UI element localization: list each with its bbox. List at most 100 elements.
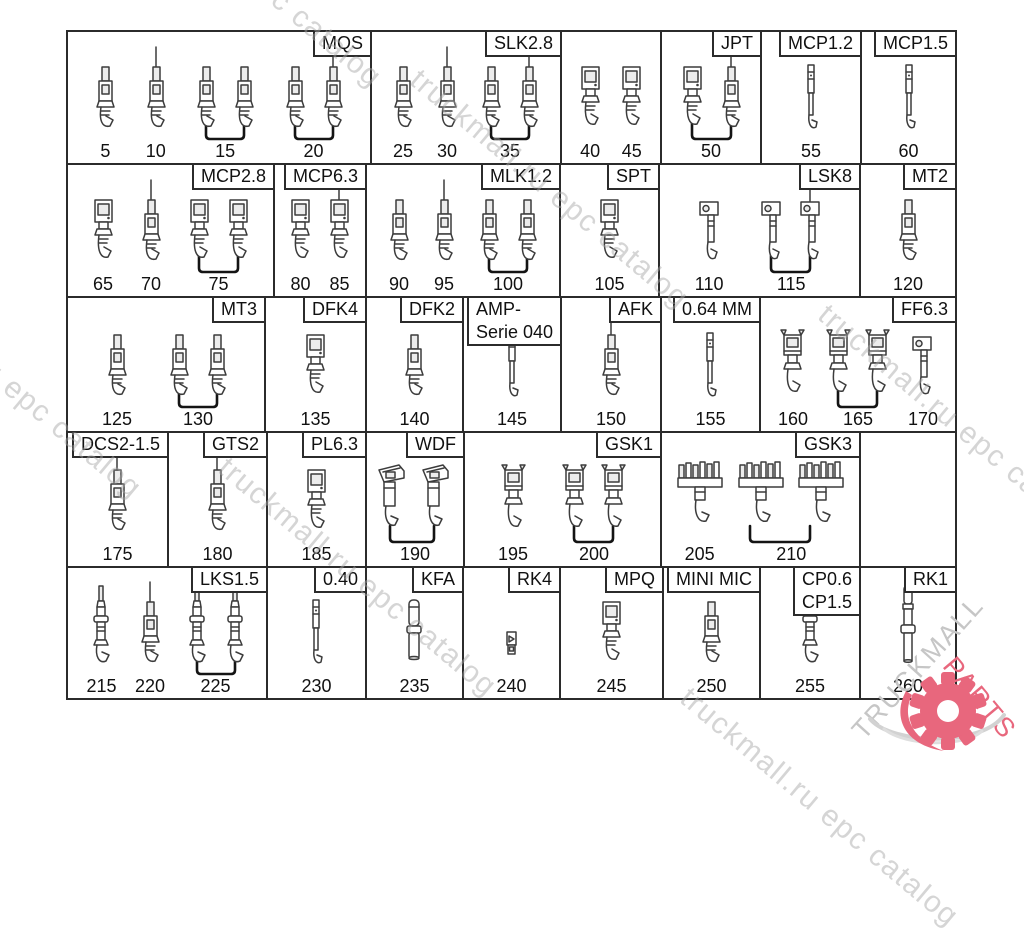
terminal-item-135[interactable]: 135 — [300, 313, 331, 428]
terminal-item-155[interactable]: 155 — [695, 313, 726, 428]
terminal-item-210[interactable]: 210 — [737, 448, 845, 563]
terminal-item-80[interactable]: 80 — [287, 178, 314, 293]
terminal-item-240[interactable]: 240 — [496, 580, 527, 695]
cell-label-line: DFK4 — [311, 299, 358, 319]
terminal-item-30[interactable]: 30 — [434, 45, 460, 160]
terminal-item-165[interactable]: 165 — [825, 313, 891, 428]
cell-label: MQS — [312, 30, 372, 57]
terminal-item-120[interactable]: 120 — [893, 178, 923, 293]
item-number: 145 — [496, 409, 528, 429]
cell-mt3: MT3 125 130 — [68, 296, 266, 431]
cell-items: 185 — [268, 448, 365, 563]
terminal-item-220[interactable]: 220 — [135, 580, 165, 695]
cell-mcp1.5: MCP1.5 60 — [862, 30, 957, 163]
terminal-item-215[interactable]: 215 — [86, 580, 117, 695]
terminal-drawing-icon — [330, 179, 349, 258]
terminal-item-130[interactable]: 130 — [166, 313, 230, 428]
cell-label: MT2 — [903, 163, 957, 190]
item-number: 260 — [892, 676, 924, 696]
cell-label: 0.64 MM — [672, 296, 761, 323]
terminal-drawing-icon — [482, 46, 539, 141]
terminal-drawing-icon — [480, 199, 537, 274]
cell-kfa: KFA 235 — [367, 566, 464, 698]
terminal-item-95[interactable]: 95 — [431, 178, 457, 293]
terminal-item-185[interactable]: 185 — [301, 448, 332, 563]
terminal-item-10[interactable]: 10 — [143, 45, 169, 160]
terminal-item-205[interactable]: 205 — [676, 448, 724, 563]
terminal-item-25[interactable]: 25 — [390, 45, 416, 160]
terminal-item-180[interactable]: 180 — [202, 448, 233, 564]
cell-label-line: RK1 — [912, 569, 948, 589]
cell-label-line: FF6.3 — [900, 299, 948, 319]
terminal-drawing-icon — [285, 46, 343, 141]
cell-label: WDF — [406, 431, 465, 458]
cell-label-line: KFA — [420, 569, 455, 589]
terminal-item-55[interactable]: 55 — [798, 45, 824, 160]
terminal-item-105[interactable]: 105 — [594, 178, 625, 293]
terminal-item-65[interactable]: 65 — [90, 178, 117, 293]
terminal-item-250[interactable]: 250 — [696, 580, 727, 695]
cell-label: MCP1.2 — [778, 30, 862, 57]
terminal-item-170[interactable]: 170 — [908, 313, 938, 428]
terminal-item-60[interactable]: 60 — [896, 45, 922, 160]
terminal-drawing-icon — [580, 66, 600, 125]
cell-mqs: MQS 5 10 15 20 — [68, 30, 372, 163]
cell-label: MCP1.5 — [873, 30, 957, 57]
terminal-item-45[interactable]: 45 — [618, 45, 645, 160]
terminal-item-125[interactable]: 125 — [102, 313, 132, 428]
item-number: 20 — [303, 141, 324, 161]
terminal-item-150[interactable]: 150 — [596, 313, 626, 428]
terminal-item-140[interactable]: 140 — [399, 313, 430, 428]
cell-mlk1.2: MLK1.2 90 95 100 — [367, 163, 561, 296]
terminal-drawing-icon — [562, 464, 626, 544]
terminal-item-235[interactable]: 235 — [399, 580, 430, 696]
cell-items: 55 — [762, 45, 860, 160]
cell-label: LKS1.5 — [190, 566, 268, 593]
cell-label: GTS2 — [202, 431, 268, 458]
cell-label: GSK3 — [794, 431, 861, 458]
terminal-item-15[interactable]: 15 — [193, 45, 257, 160]
item-number: 245 — [596, 676, 627, 696]
terminal-item-35[interactable]: 35 — [478, 45, 542, 160]
terminal-item-260[interactable]: 260 — [893, 580, 923, 695]
terminal-item-20[interactable]: 20 — [282, 45, 346, 160]
cell-label: JPT — [711, 30, 762, 57]
cell-cp0.6-cp1.5: CP0.6 CP1.5 255 — [761, 566, 861, 698]
terminal-item-5[interactable]: 5 — [92, 45, 118, 160]
cell-label-line: PL6.3 — [310, 434, 358, 454]
item-number: 235 — [399, 676, 430, 696]
cell-items: 120 — [861, 178, 955, 293]
cell-items: 235 — [367, 580, 462, 695]
terminal-item-190[interactable]: 190 — [377, 448, 453, 563]
terminal-item-75[interactable]: 75 — [186, 178, 252, 293]
cell-label-line: MQS — [321, 33, 363, 53]
cell-items: 125 130 — [68, 313, 264, 428]
terminal-item-255[interactable]: 255 — [795, 580, 825, 695]
cell-items: 195 200 — [465, 448, 660, 563]
terminal-item-40[interactable]: 40 — [577, 45, 604, 160]
cell-items: 155 — [662, 313, 759, 428]
item-number: 80 — [290, 274, 311, 294]
terminal-drawing-icon — [438, 46, 457, 128]
terminal-item-70[interactable]: 70 — [138, 178, 164, 293]
terminal-item-245[interactable]: 245 — [596, 580, 627, 696]
terminal-item-175[interactable]: 175 — [102, 448, 133, 563]
item-number: 180 — [202, 544, 233, 564]
cell-items: 260 — [861, 580, 955, 695]
cell-label: RK1 — [903, 566, 957, 593]
cell-lks1.5: LKS1.5 215 220 225 — [68, 566, 268, 698]
terminal-item-90[interactable]: 90 — [386, 178, 412, 293]
terminal-item-195[interactable]: 195 — [498, 448, 528, 563]
terminal-item-160[interactable]: 160 — [778, 313, 808, 428]
terminal-item-85[interactable]: 85 — [326, 178, 353, 293]
terminal-item-225[interactable]: 225 — [184, 580, 248, 695]
terminal-item-100[interactable]: 100 — [476, 178, 540, 293]
terminal-item-115[interactable]: 115 — [758, 178, 824, 293]
terminal-item-200[interactable]: 200 — [561, 448, 627, 563]
terminal-item-230[interactable]: 230 — [301, 580, 332, 695]
cell-ff6.3: FF6.3 160 165 170 — [761, 296, 957, 431]
terminal-item-50[interactable]: 50 — [679, 45, 744, 160]
cell-items: 5 10 15 20 — [68, 45, 370, 160]
cell-items: 110 115 — [660, 178, 859, 293]
terminal-item-110[interactable]: 110 — [695, 178, 723, 293]
